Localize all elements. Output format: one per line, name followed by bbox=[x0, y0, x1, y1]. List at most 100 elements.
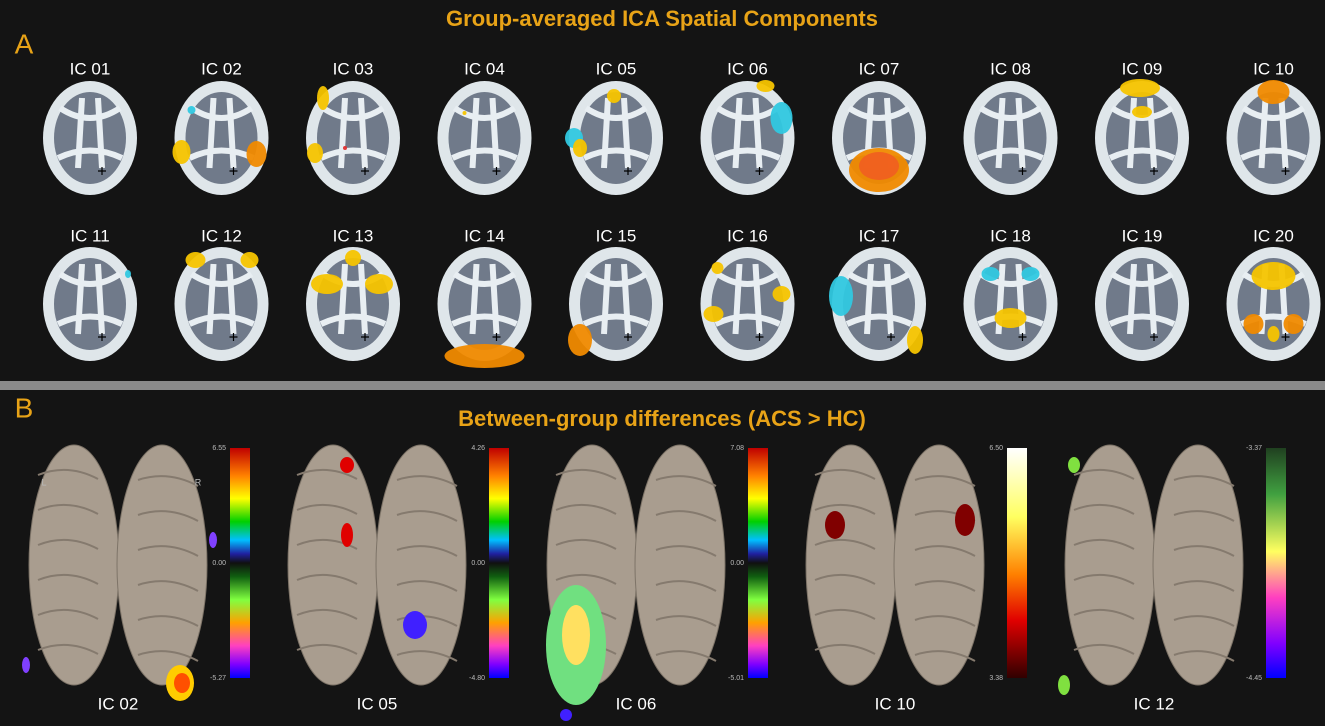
sulcus bbox=[296, 468, 458, 487]
activation bbox=[711, 262, 724, 274]
component-label: IC 13 bbox=[333, 226, 374, 245]
panel-a-label: A bbox=[15, 28, 34, 59]
sulcus bbox=[37, 608, 199, 627]
slice-gray bbox=[317, 258, 389, 350]
side-label: R bbox=[195, 477, 202, 487]
brain-slice bbox=[1226, 80, 1321, 195]
white-matter bbox=[845, 263, 913, 335]
cross bbox=[1281, 333, 1290, 341]
activation bbox=[125, 270, 131, 278]
activation bbox=[240, 252, 259, 268]
cross bbox=[755, 167, 764, 175]
white-matter bbox=[582, 263, 650, 335]
colorbar-label: -5.01 bbox=[728, 675, 744, 682]
activation bbox=[981, 267, 1000, 281]
surface-brain bbox=[805, 444, 985, 686]
white-matter bbox=[845, 97, 913, 169]
sulcus bbox=[296, 608, 458, 627]
sulcus bbox=[296, 643, 458, 662]
cross bbox=[624, 167, 632, 175]
cross bbox=[1281, 167, 1290, 175]
brain-slice bbox=[306, 81, 400, 195]
colorbar bbox=[230, 448, 250, 678]
slice-gray bbox=[843, 258, 915, 350]
activation bbox=[444, 344, 525, 368]
slice-gray bbox=[974, 92, 1047, 184]
activation bbox=[246, 141, 267, 167]
cross bbox=[1018, 333, 1027, 341]
activation bbox=[311, 274, 343, 294]
slice-gray bbox=[317, 92, 389, 184]
activation bbox=[770, 102, 793, 134]
slice-gray bbox=[580, 92, 652, 184]
colorbar-label: 6.55 bbox=[212, 445, 226, 452]
map-label: IC 02 bbox=[98, 694, 139, 713]
activation bbox=[772, 286, 791, 302]
colorbar-label: -5.27 bbox=[210, 675, 226, 682]
sulcus bbox=[1073, 643, 1235, 662]
panel-a-title: Group-averaged ICA Spatial Components bbox=[446, 6, 878, 31]
colorbar-label: 4.26 bbox=[471, 445, 485, 452]
white-matter bbox=[1108, 263, 1176, 335]
sulcus bbox=[814, 468, 976, 487]
activation bbox=[825, 511, 845, 539]
side-label: L bbox=[41, 477, 46, 487]
activation bbox=[341, 523, 353, 547]
sulcus bbox=[1073, 503, 1235, 522]
map-label: IC 06 bbox=[616, 694, 657, 713]
cross bbox=[98, 167, 106, 175]
cross bbox=[1018, 167, 1027, 175]
colorbar-label: 0.00 bbox=[471, 560, 485, 567]
component-label: IC 02 bbox=[201, 59, 242, 78]
activation bbox=[185, 252, 206, 268]
component-label: IC 20 bbox=[1253, 226, 1294, 245]
component-label: IC 14 bbox=[464, 226, 505, 245]
activation bbox=[607, 89, 621, 103]
white-matter bbox=[977, 263, 1044, 335]
slice-gray bbox=[711, 92, 784, 184]
activation bbox=[994, 308, 1027, 328]
component-label: IC 12 bbox=[201, 226, 242, 245]
activation bbox=[343, 146, 347, 150]
slice-gray bbox=[711, 258, 784, 350]
colorbar-label: -4.80 bbox=[469, 675, 485, 682]
colorbar-label: -3.37 bbox=[1246, 445, 1262, 452]
activation bbox=[859, 152, 899, 180]
surface-brain bbox=[1058, 444, 1244, 695]
sulcus bbox=[37, 538, 199, 557]
colorbar bbox=[1007, 448, 1027, 678]
white-matter bbox=[714, 97, 781, 169]
hemisphere bbox=[375, 444, 467, 686]
activation bbox=[562, 605, 590, 665]
component-label: IC 16 bbox=[727, 226, 768, 245]
activation bbox=[345, 250, 361, 266]
component-label: IC 06 bbox=[727, 59, 768, 78]
white-matter bbox=[188, 263, 255, 335]
activation bbox=[568, 324, 592, 356]
hemisphere bbox=[116, 444, 208, 686]
sulcus bbox=[1073, 608, 1235, 627]
sulcus bbox=[37, 573, 199, 592]
sulcus bbox=[814, 573, 976, 592]
activation bbox=[1267, 326, 1280, 342]
activation bbox=[955, 504, 975, 536]
activation bbox=[22, 657, 30, 673]
cross bbox=[1150, 167, 1158, 175]
activation bbox=[365, 274, 393, 294]
brain-slice bbox=[700, 247, 795, 361]
cross bbox=[229, 167, 238, 175]
slice-gray bbox=[1106, 258, 1178, 350]
component-label: IC 03 bbox=[333, 59, 374, 78]
activation bbox=[1257, 80, 1290, 104]
panel-b-title: Between-group differences (ACS > HC) bbox=[458, 406, 866, 431]
cross bbox=[755, 333, 764, 341]
cross bbox=[229, 333, 238, 341]
white-matter bbox=[451, 97, 518, 169]
brain-slice bbox=[437, 81, 532, 195]
white-matter bbox=[451, 263, 518, 335]
component-label: IC 01 bbox=[70, 59, 111, 78]
white-matter bbox=[714, 263, 781, 335]
hemisphere bbox=[1152, 444, 1244, 686]
colorbar bbox=[1266, 448, 1286, 678]
